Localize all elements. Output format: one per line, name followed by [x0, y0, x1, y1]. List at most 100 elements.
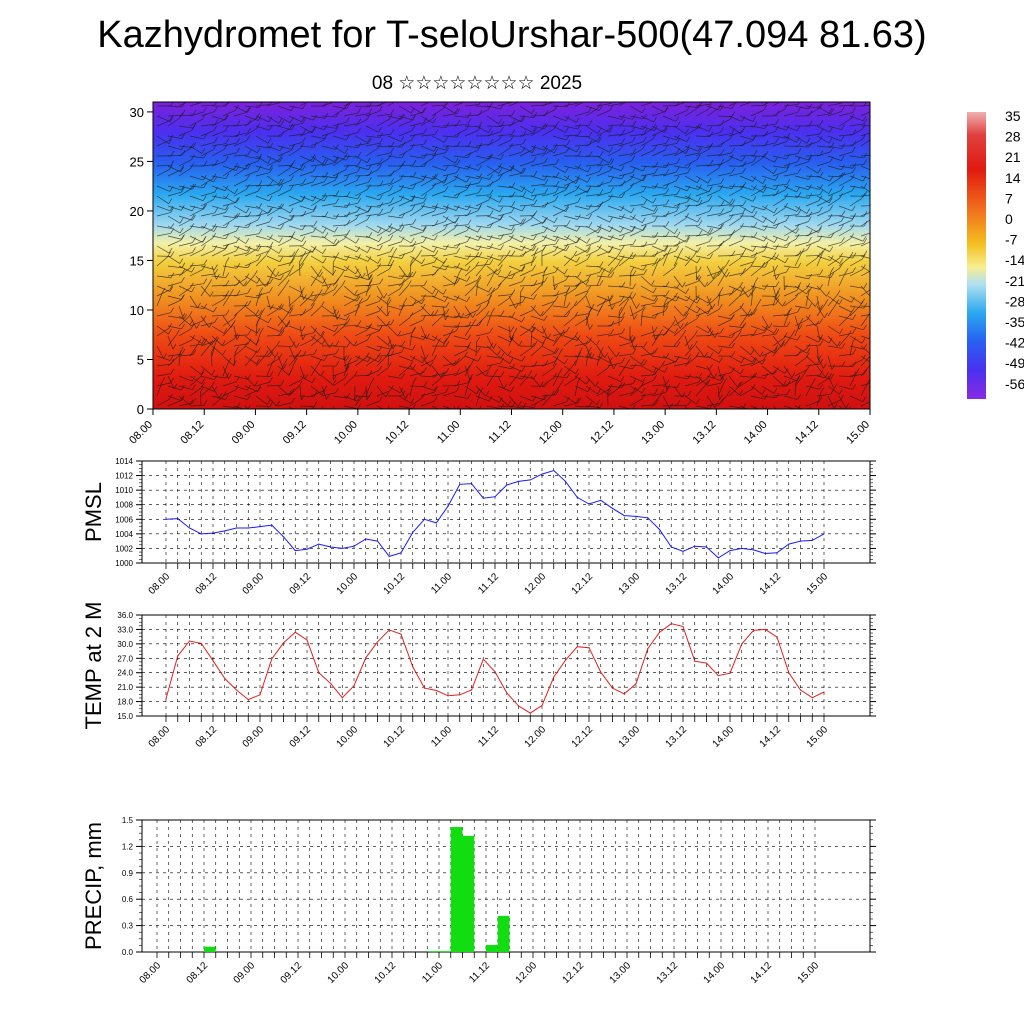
wind-barb	[794, 374, 804, 387]
wind-barb-flag	[739, 390, 743, 396]
wind-barb-flag	[485, 371, 489, 377]
wind-barb	[376, 324, 391, 327]
wind-barb	[662, 361, 677, 367]
wind-barb	[189, 343, 204, 347]
wind-barb-flag	[303, 294, 307, 300]
wind-barb-flag	[863, 183, 868, 189]
wind-barb	[310, 255, 324, 264]
wind-barb	[519, 347, 532, 357]
wind-barb	[387, 215, 402, 219]
wind-barb-flag	[454, 108, 459, 114]
wind-barb	[178, 285, 192, 293]
wind-barb-flag	[849, 252, 854, 258]
wind-barb	[728, 365, 741, 375]
wind-barb-flag	[432, 153, 437, 159]
wind-barb	[695, 135, 711, 137]
wind-barb	[233, 140, 247, 147]
colorbar-label: -14	[1005, 252, 1024, 268]
wind-barb	[299, 296, 311, 307]
wind-barb	[266, 155, 280, 163]
wind-barb-flag	[456, 119, 461, 126]
wind-barb	[541, 128, 555, 137]
wind-barb	[497, 165, 512, 172]
wind-barb	[211, 298, 225, 307]
wind-barb	[541, 250, 556, 257]
wind-barb-flag	[323, 385, 328, 391]
wind-barb	[299, 155, 313, 162]
wind-barb-flag	[852, 252, 857, 259]
data-point	[611, 507, 614, 509]
wind-barb	[244, 185, 260, 187]
wind-barb	[783, 205, 798, 212]
wind-barb	[266, 255, 280, 263]
wind-barb-flag	[630, 266, 635, 273]
wind-barb	[563, 316, 575, 327]
wind-barb-flag	[753, 211, 758, 217]
wind-barb	[640, 374, 655, 377]
wind-barb	[244, 115, 259, 121]
wind-barb	[233, 352, 236, 367]
wind-barb-flag	[731, 199, 736, 205]
data-point	[459, 483, 461, 485]
wind-barb	[761, 345, 775, 354]
wind-barb-flag	[421, 258, 425, 264]
wind-barb-flag	[808, 303, 813, 309]
wind-barb-flag	[808, 211, 813, 217]
wind-barb-flag	[209, 291, 214, 297]
wind-barb	[563, 179, 577, 187]
wind-barb	[530, 271, 545, 277]
wind-barb-flag	[391, 407, 393, 409]
wind-barb	[827, 255, 841, 264]
wind-barb	[684, 185, 699, 190]
wind-barb	[486, 362, 501, 367]
wind-barb-flag	[839, 193, 843, 199]
wind-barb	[420, 235, 435, 241]
wind-barb-flag	[698, 147, 703, 154]
wind-barb	[332, 108, 345, 117]
wind-barb	[706, 265, 714, 279]
wind-barb-flag	[203, 259, 208, 265]
wind-barb	[552, 305, 567, 308]
wind-barb-flag	[356, 246, 361, 252]
wind-barb	[739, 225, 754, 228]
wind-barb	[486, 269, 500, 277]
wind-barb	[706, 382, 721, 387]
wind-barb-flag	[607, 389, 612, 395]
wind-barb	[717, 237, 730, 247]
wind-barb	[332, 205, 347, 208]
wind-barb-flag	[695, 294, 700, 301]
wind-barb	[508, 332, 515, 347]
wind-barb-flag	[698, 377, 702, 383]
wind-barb-flag	[850, 223, 855, 230]
wind-barb-flag	[863, 118, 868, 124]
wind-barb	[409, 225, 424, 232]
wind-barb	[651, 384, 666, 387]
wind-barb	[585, 171, 600, 177]
wind-barb	[596, 367, 609, 377]
wind-barb-flag	[333, 256, 337, 263]
wind-barb	[321, 375, 334, 386]
wind-barb	[607, 205, 622, 211]
wind-barb-flag	[267, 317, 272, 323]
wind-barb-flag	[203, 338, 208, 345]
wind-barb-flag	[608, 157, 613, 164]
wind-barb	[310, 215, 325, 218]
wind-barb-flag	[588, 222, 593, 228]
wind-barb-flag	[258, 203, 263, 209]
x-tick-label: 15.00	[805, 571, 831, 597]
wind-barb-flag	[851, 205, 856, 211]
wind-barb	[464, 114, 479, 117]
wind-barb	[409, 231, 424, 237]
wind-barb	[343, 102, 355, 107]
wind-barb	[420, 118, 434, 127]
x-tick-label: 15.00	[805, 724, 831, 750]
wind-barb	[200, 228, 214, 237]
wind-barb	[354, 299, 368, 307]
wind-barb	[288, 354, 299, 367]
wind-barb	[552, 331, 567, 337]
wind-barb	[244, 325, 258, 334]
wind-barb-flag	[547, 333, 551, 339]
wind-barb-flag	[181, 186, 185, 193]
wind-barb	[156, 328, 169, 337]
wind-barb-flag	[498, 163, 502, 169]
